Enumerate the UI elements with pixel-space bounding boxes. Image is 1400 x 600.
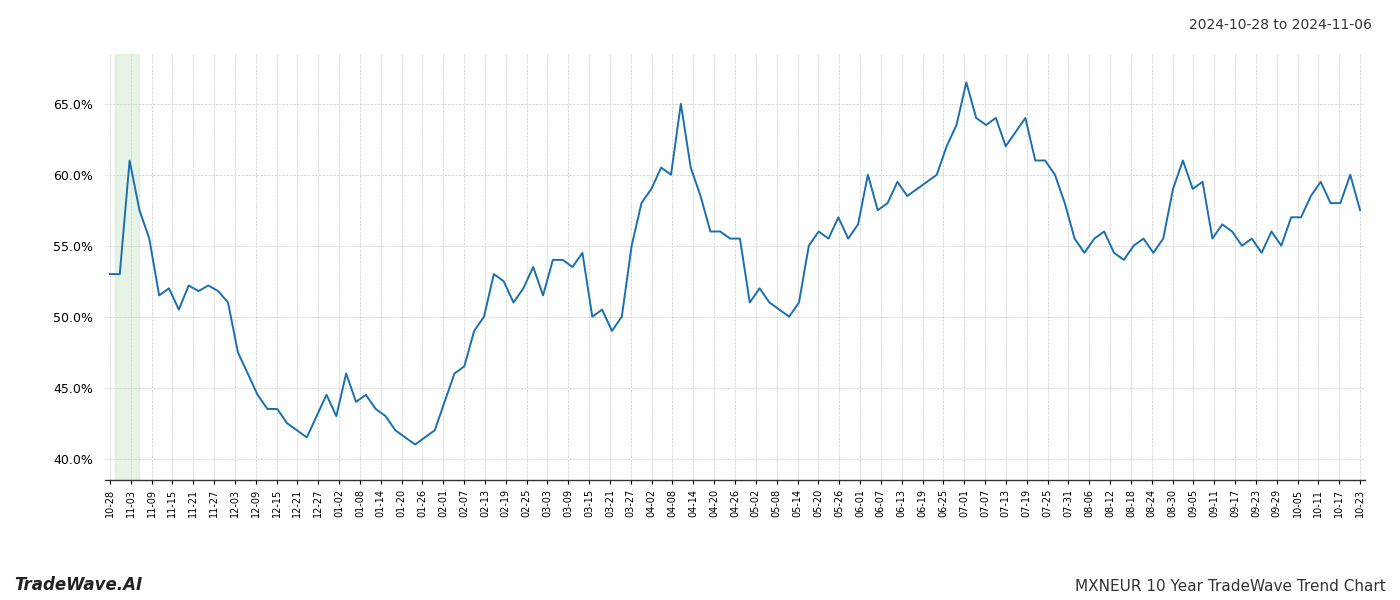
Bar [115, 54, 140, 480]
Text: 2024-10-28 to 2024-11-06: 2024-10-28 to 2024-11-06 [1189, 18, 1372, 32]
Text: TradeWave.AI: TradeWave.AI [14, 576, 143, 594]
Text: MXNEUR 10 Year TradeWave Trend Chart: MXNEUR 10 Year TradeWave Trend Chart [1075, 579, 1386, 594]
